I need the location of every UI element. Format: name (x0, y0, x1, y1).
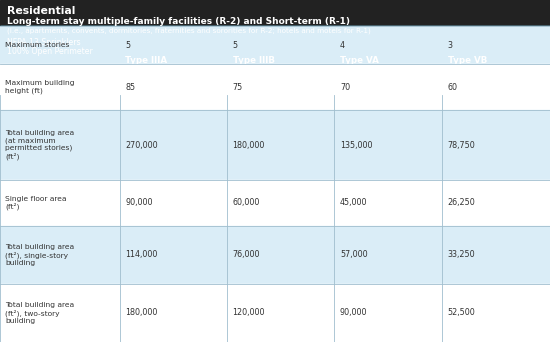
Text: 90,000: 90,000 (340, 308, 367, 317)
Text: Type IIIB: Type IIIB (233, 56, 274, 65)
Text: 70: 70 (340, 82, 350, 92)
Text: Maximum building
height (ft): Maximum building height (ft) (5, 80, 74, 94)
Bar (0, 26, 550, 64)
Text: 180,000: 180,000 (233, 141, 265, 149)
Text: 76,000: 76,000 (233, 250, 260, 260)
Bar (0, 284, 550, 342)
Bar (0, 26, 550, 95)
Text: Type VB: Type VB (448, 56, 487, 65)
Text: 270,000: 270,000 (125, 141, 158, 149)
Text: (i.e., apartments, convents, dormitories, fraternities and sororities for R-2; h: (i.e., apartments, convents, dormitories… (7, 28, 370, 35)
Text: Type VA: Type VA (340, 56, 379, 65)
Bar (0, 64, 550, 110)
Text: Total building area
(at maximum
permitted stories)
(ft²): Total building area (at maximum permitte… (5, 130, 74, 160)
Text: Long-term stay multiple-family facilities (R-2) and Short-term (R-1): Long-term stay multiple-family facilitie… (7, 17, 350, 26)
Text: 5: 5 (125, 40, 130, 50)
Text: 135,000: 135,000 (340, 141, 372, 149)
Text: 114,000: 114,000 (125, 250, 158, 260)
Text: Type IIIA: Type IIIA (125, 56, 168, 65)
Text: 52,500: 52,500 (448, 308, 475, 317)
Text: 4: 4 (340, 40, 345, 50)
Text: Single floor area
(ft²): Single floor area (ft²) (5, 196, 67, 210)
Text: 45,000: 45,000 (340, 198, 367, 208)
Text: 75: 75 (233, 82, 243, 92)
Text: 120,000: 120,000 (233, 308, 265, 317)
Text: 3: 3 (448, 40, 453, 50)
Text: 180,000: 180,000 (125, 308, 158, 317)
Text: Total building area
(ft²), single-story
building: Total building area (ft²), single-story … (5, 244, 74, 266)
Text: 60: 60 (448, 82, 458, 92)
Text: NFPA 13 Sprinklers: NFPA 13 Sprinklers (7, 38, 80, 47)
Text: 78,750: 78,750 (448, 141, 475, 149)
Text: 85: 85 (125, 82, 135, 92)
Text: 33,250: 33,250 (448, 250, 475, 260)
Bar (0, 110, 550, 180)
Text: Total building area
(ft²), two-story
building: Total building area (ft²), two-story bui… (5, 302, 74, 324)
Bar (0, 180, 550, 226)
Text: 100% Open Perimeter: 100% Open Perimeter (7, 47, 92, 56)
Text: 5: 5 (233, 40, 238, 50)
Bar (0, 226, 550, 284)
Text: 57,000: 57,000 (340, 250, 367, 260)
Bar (0, 0, 550, 95)
Text: Residential: Residential (7, 6, 75, 16)
Text: 90,000: 90,000 (125, 198, 153, 208)
Text: Maximum stories: Maximum stories (5, 42, 69, 48)
Text: 26,250: 26,250 (448, 198, 475, 208)
Text: 60,000: 60,000 (233, 198, 260, 208)
